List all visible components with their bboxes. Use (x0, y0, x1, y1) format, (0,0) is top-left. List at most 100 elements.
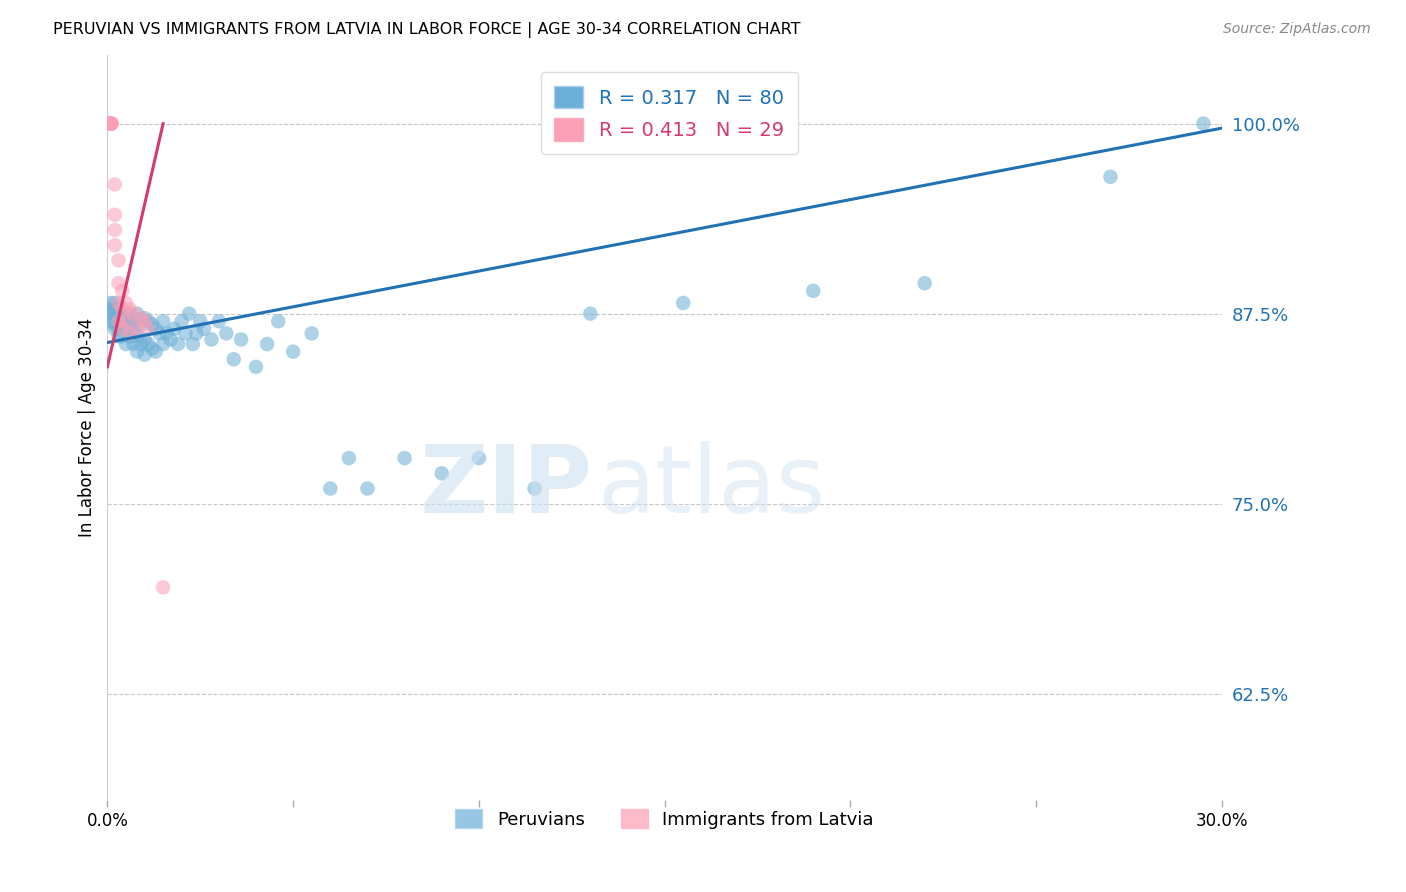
Point (134, 314, 156, 328)
Point (1099, 169, 1122, 184)
Point (468, 451, 491, 466)
Point (152, 337, 174, 351)
Point (152, 314, 174, 328)
Point (181, 337, 204, 351)
Point (127, 307, 149, 321)
Point (107, 301, 129, 316)
Point (100, 117, 122, 131)
Text: PERUVIAN VS IMMIGRANTS FROM LATVIA IN LABOR FORCE | AGE 30-34 CORRELATION CHART: PERUVIAN VS IMMIGRANTS FROM LATVIA IN LA… (53, 22, 801, 38)
Point (107, 314, 129, 328)
Point (127, 329, 149, 343)
Point (96, 117, 118, 131)
Point (107, 314, 129, 328)
Point (100, 307, 122, 321)
Point (337, 451, 360, 466)
Point (301, 326, 323, 341)
Point (107, 277, 129, 291)
Point (118, 326, 141, 341)
Point (801, 284, 824, 298)
Point (430, 467, 453, 481)
Point (104, 314, 127, 328)
Point (100, 117, 122, 131)
Point (523, 482, 546, 496)
Point (134, 348, 156, 362)
Point (111, 284, 134, 298)
Point (129, 318, 152, 332)
Point (104, 301, 127, 316)
Point (107, 322, 129, 336)
Point (107, 253, 129, 268)
Point (319, 482, 342, 496)
Point (394, 451, 416, 466)
Point (188, 314, 211, 328)
Point (256, 337, 278, 351)
Point (356, 482, 378, 496)
Point (111, 301, 134, 316)
Point (104, 322, 127, 336)
Point (170, 314, 193, 328)
Point (118, 307, 141, 321)
Point (100, 117, 122, 131)
Point (134, 311, 156, 326)
Point (107, 307, 129, 321)
Point (111, 322, 134, 336)
Point (122, 337, 145, 351)
Point (115, 314, 138, 328)
Point (104, 223, 127, 237)
Point (141, 342, 163, 356)
Point (104, 318, 127, 332)
Point (118, 318, 141, 332)
Y-axis label: In Labor Force | Age 30-34: In Labor Force | Age 30-34 (79, 318, 96, 537)
Point (186, 326, 208, 341)
Point (115, 337, 138, 351)
Point (129, 311, 152, 326)
Point (127, 344, 149, 359)
Point (159, 333, 181, 347)
Point (100, 301, 122, 316)
Point (107, 296, 129, 310)
Point (115, 296, 138, 310)
Point (111, 329, 134, 343)
Point (193, 322, 215, 336)
Text: ZIP: ZIP (419, 442, 592, 533)
Point (129, 337, 152, 351)
Point (167, 337, 190, 351)
Point (136, 322, 159, 336)
Point (152, 580, 174, 594)
Point (111, 314, 134, 328)
Point (104, 208, 127, 222)
Point (914, 277, 936, 291)
Point (107, 329, 129, 343)
Point (111, 318, 134, 332)
Point (111, 307, 134, 321)
Point (122, 311, 145, 326)
Point (229, 333, 252, 347)
Legend: Peruvians, Immigrants from Latvia: Peruvians, Immigrants from Latvia (449, 802, 882, 836)
Point (222, 352, 245, 367)
Point (672, 296, 695, 310)
Point (136, 314, 159, 328)
Point (104, 178, 127, 192)
Point (115, 322, 138, 336)
Point (134, 333, 156, 347)
Point (179, 307, 201, 321)
Point (141, 318, 163, 332)
Point (156, 326, 179, 341)
Point (122, 322, 145, 336)
Point (104, 296, 127, 310)
Point (215, 326, 238, 341)
Point (281, 344, 304, 359)
Point (122, 307, 145, 321)
Point (100, 117, 122, 131)
Text: Source: ZipAtlas.com: Source: ZipAtlas.com (1223, 22, 1371, 37)
Point (174, 326, 197, 341)
Point (208, 314, 231, 328)
Point (104, 307, 127, 321)
Point (1192, 117, 1215, 131)
Point (136, 337, 159, 351)
Point (104, 238, 127, 252)
Point (145, 344, 167, 359)
Point (118, 301, 141, 316)
Point (118, 329, 141, 343)
Point (100, 314, 122, 328)
